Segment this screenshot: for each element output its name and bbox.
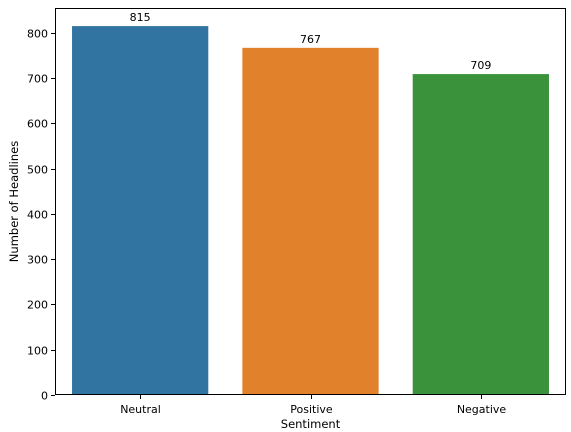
x-tick-label-negative: Negative bbox=[457, 403, 507, 416]
bar-negative bbox=[412, 74, 549, 395]
y-axis: 0 100 200 300 400 500 600 700 800 bbox=[27, 28, 55, 403]
y-tick-label: 200 bbox=[27, 299, 48, 312]
bar-positive bbox=[242, 47, 379, 396]
y-axis-title: Number of Headlines bbox=[7, 141, 21, 262]
y-tick-label: 700 bbox=[27, 73, 48, 86]
x-tick-label-positive: Positive bbox=[290, 403, 333, 416]
plot-frame bbox=[55, 8, 566, 395]
x-axis-title: Sentiment bbox=[281, 417, 341, 431]
data-labels-layer: 815 767 709 bbox=[130, 11, 492, 72]
bar-neutral bbox=[72, 26, 209, 396]
y-tick-label: 400 bbox=[27, 209, 48, 222]
bars-layer bbox=[72, 26, 549, 396]
y-tick-label: 600 bbox=[27, 118, 48, 131]
x-axis: Neutral Positive Negative bbox=[120, 395, 506, 416]
y-tick-label: 100 bbox=[27, 345, 48, 358]
y-tick-label: 0 bbox=[41, 390, 48, 403]
data-label-neutral: 815 bbox=[130, 11, 151, 24]
data-label-negative: 709 bbox=[470, 59, 491, 72]
x-tick-label-neutral: Neutral bbox=[120, 403, 161, 416]
data-label-positive: 767 bbox=[300, 33, 321, 46]
y-tick-label: 800 bbox=[27, 28, 48, 41]
y-tick-label: 300 bbox=[27, 254, 48, 267]
y-tick-label: 500 bbox=[27, 164, 48, 177]
